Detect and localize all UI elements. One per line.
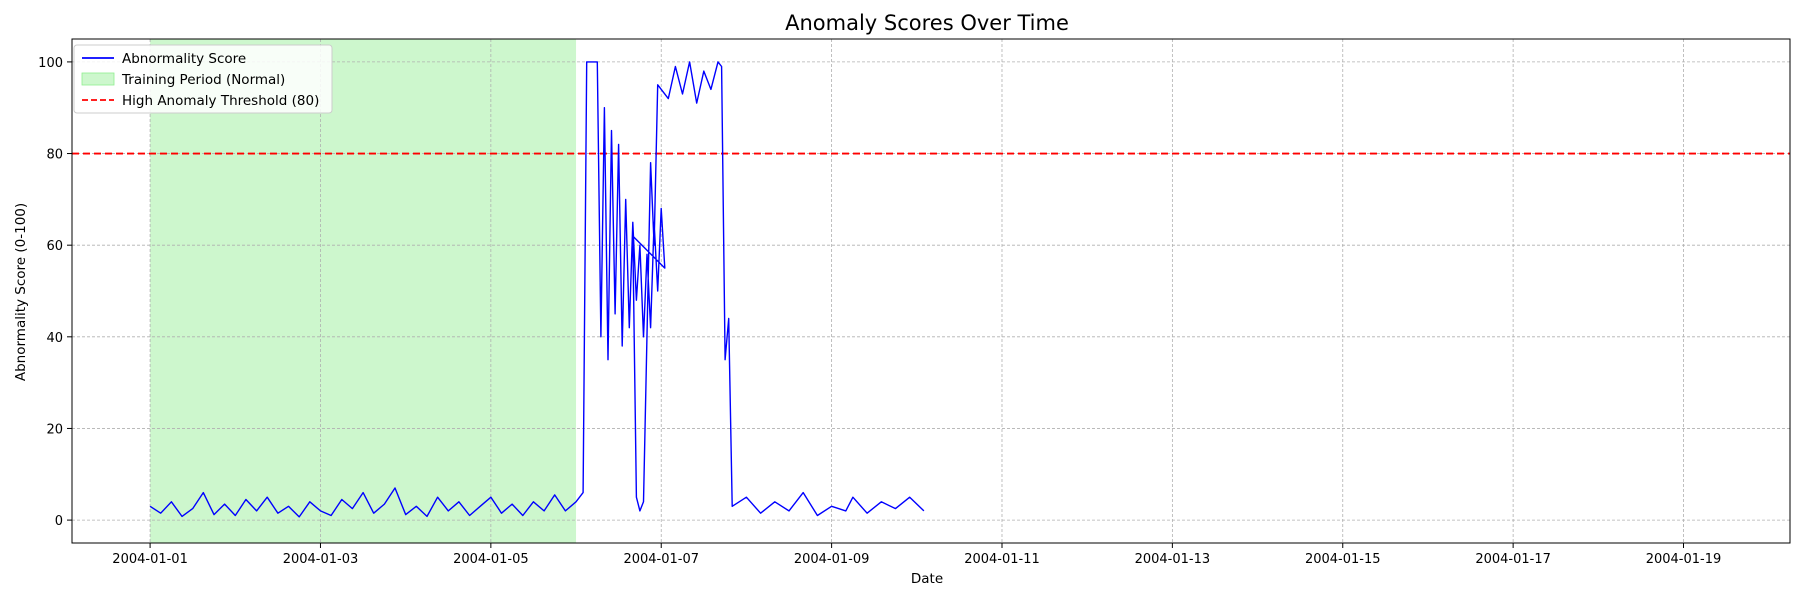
axes-frame [71, 38, 1791, 544]
x-tick-label: 2004-01-09 [794, 552, 870, 567]
plot-area [71, 38, 1791, 544]
y-tick-label: 40 [46, 331, 63, 346]
legend-box [73, 44, 333, 114]
x-tick-label: 2004-01-11 [964, 552, 1040, 567]
y-tick-label: 60 [46, 239, 63, 254]
training-period-band [150, 39, 577, 543]
y-axis-label: Abnormality Score (0-100) [13, 203, 29, 381]
legend-label: Abnormality Score [122, 51, 246, 67]
x-tick-label: 2004-01-15 [1305, 552, 1381, 567]
y-tick-label: 80 [46, 148, 63, 163]
x-tick-label: 2004-01-19 [1646, 552, 1722, 567]
legend: Abnormality Score Training Period (Normal… [73, 44, 333, 114]
chart-title: Anomaly Scores Over Time [785, 11, 1069, 35]
legend-label: Training Period (Normal) [121, 72, 285, 88]
x-tick-label: 2004-01-05 [453, 552, 529, 567]
x-tick-label: 2004-01-03 [283, 552, 359, 567]
legend-label: High Anomaly Threshold (80) [122, 93, 319, 109]
x-tick-label: 2004-01-13 [1135, 552, 1211, 567]
x-tick-label: 2004-01-17 [1475, 552, 1551, 567]
y-axis: 0 20 40 60 80 100 [38, 56, 72, 529]
x-axis-label: Date [911, 571, 943, 587]
x-axis: 2004-01-01 2004-01-03 2004-01-05 2004-01-07… [112, 543, 1721, 567]
y-tick-label: 100 [38, 56, 63, 71]
x-tick-label: 2004-01-01 [112, 552, 188, 567]
legend-swatch-training [81, 72, 115, 86]
x-tick-label: 2004-01-07 [623, 552, 699, 567]
series-abnormality-score [149, 61, 925, 518]
y-tick-label: 0 [55, 514, 63, 529]
y-tick-label: 20 [46, 422, 63, 437]
